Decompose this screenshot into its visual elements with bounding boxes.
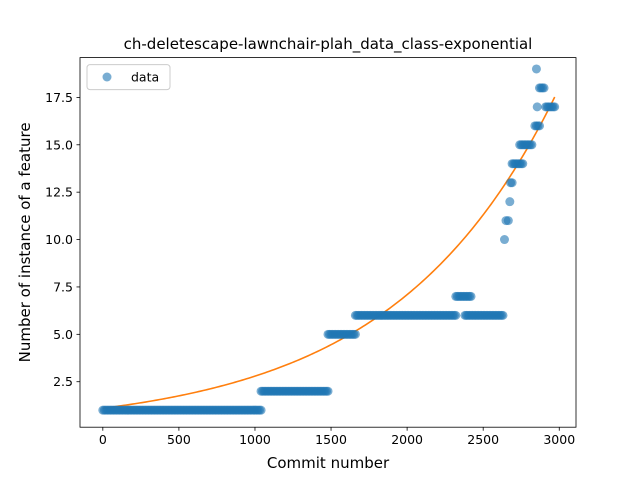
legend-label-data: data xyxy=(131,70,159,85)
x-axis-ticks: 0 500 1000 1500 2000 2500 3000 xyxy=(99,427,575,447)
data-point-305 xyxy=(499,235,509,245)
y-tick-label: 12.5 xyxy=(45,185,73,200)
y-axis-label: Number of instance of a feature xyxy=(16,122,34,362)
data-point-246 xyxy=(466,291,476,301)
x-tick-label: 1000 xyxy=(239,432,271,447)
data-point-272 xyxy=(498,310,508,320)
y-axis-ticks: 2.5 5.0 7.5 10.0 12.5 15.0 17.5 xyxy=(45,90,80,389)
chart-title: ch-deletescape-lawnchair-plah_data_class… xyxy=(124,35,533,54)
data-point-104 xyxy=(256,405,266,415)
data-point-310 xyxy=(507,178,517,188)
legend: data xyxy=(86,64,171,91)
data-point-280 xyxy=(518,159,528,169)
y-tick-label: 17.5 xyxy=(45,90,73,105)
data-point-149 xyxy=(323,386,333,396)
x-tick-label: 2500 xyxy=(467,432,499,447)
data-point-312 xyxy=(532,102,542,112)
y-tick-label: 7.5 xyxy=(53,279,73,294)
x-tick-label: 500 xyxy=(167,432,191,447)
scatter-points-layer xyxy=(98,64,560,415)
x-tick-label: 1500 xyxy=(315,432,347,447)
x-tick-label: 2000 xyxy=(391,432,423,447)
plot-frame xyxy=(79,57,577,428)
x-tick-label: 3000 xyxy=(543,432,575,447)
x-axis-label: Commit number xyxy=(267,454,390,472)
x-tick-label: 0 xyxy=(99,432,107,447)
data-point-289 xyxy=(527,140,537,150)
y-tick-label: 15.0 xyxy=(45,137,73,152)
legend-marker-data xyxy=(102,72,112,82)
fit-curve-layer xyxy=(102,96,556,410)
data-point-168 xyxy=(350,329,360,339)
data-point-297 xyxy=(539,83,549,93)
data-point-311 xyxy=(531,64,541,74)
data-point-308 xyxy=(505,197,515,207)
data-point-293 xyxy=(534,121,544,131)
data-point-235 xyxy=(451,310,461,320)
y-tick-label: 5.0 xyxy=(53,327,73,342)
y-tick-label: 2.5 xyxy=(53,374,73,389)
data-point-304 xyxy=(550,102,560,112)
data-point-307 xyxy=(503,216,513,226)
y-tick-label: 10.0 xyxy=(45,232,73,247)
fit-curve xyxy=(102,96,556,410)
legend-frame xyxy=(86,64,171,91)
plot-area xyxy=(80,57,576,428)
